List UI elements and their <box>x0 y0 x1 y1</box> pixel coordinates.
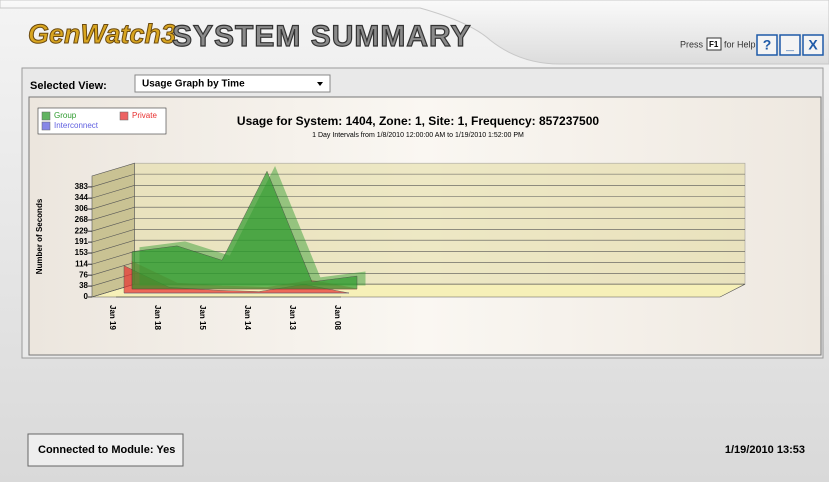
help-prefix: Press <box>680 39 704 49</box>
x-tick-label: Jan 14 <box>243 305 252 330</box>
legend-label: Private <box>132 111 157 120</box>
chart-title: Usage for System: 1404, Zone: 1, Site: 1… <box>237 114 599 128</box>
y-axis-label: Number of Seconds <box>35 198 44 274</box>
x-tick-label: Jan 08 <box>333 305 342 330</box>
y-tick-label: 191 <box>75 237 89 246</box>
y-tick-label: 0 <box>84 292 89 301</box>
y-tick-label: 153 <box>75 248 89 257</box>
y-tick-label: 344 <box>75 193 89 202</box>
logo: GenWatch3 <box>28 19 176 49</box>
help-key: F1 <box>709 40 719 49</box>
window: GenWatch3 SYSTEM SUMMARY Press F1 for He… <box>0 0 829 482</box>
view-selected: Usage Graph by Time <box>142 79 245 90</box>
view-label: Selected View: <box>30 80 107 92</box>
window-button-label: ? <box>763 37 772 53</box>
x-tick-label: Jan 15 <box>198 305 207 330</box>
y-tick-label: 229 <box>75 226 89 235</box>
y-tick-label: 114 <box>75 259 88 268</box>
connection-status: Connected to Module: Yes <box>38 444 175 456</box>
legend-swatch <box>120 112 128 120</box>
legend-swatch <box>42 112 50 120</box>
help-suffix: for Help <box>724 39 756 49</box>
page: GenWatch3 SYSTEM SUMMARY Press F1 for He… <box>0 0 829 482</box>
legend-label: Interconnect <box>54 121 99 130</box>
window-button-label: _ <box>785 37 794 53</box>
y-tick-label: 268 <box>75 215 89 224</box>
timestamp: 1/19/2010 13:53 <box>725 444 805 456</box>
page-title: SYSTEM SUMMARY <box>172 20 472 53</box>
x-tick-label: Jan 18 <box>153 305 162 330</box>
y-tick-label: 306 <box>75 204 89 213</box>
x-tick-label: Jan 13 <box>288 305 297 330</box>
y-tick-label: 76 <box>79 270 88 279</box>
window-buttons: ? _ X <box>757 35 823 55</box>
window-button-label: X <box>808 37 818 53</box>
y-tick-label: 38 <box>79 281 88 290</box>
legend-swatch <box>42 122 50 130</box>
legend-label: Group <box>54 111 77 120</box>
chart-subtitle: 1 Day Intervals from 1/8/2010 12:00:00 A… <box>312 132 524 139</box>
y-tick-label: 383 <box>75 182 89 191</box>
x-tick-label: Jan 19 <box>108 305 117 330</box>
